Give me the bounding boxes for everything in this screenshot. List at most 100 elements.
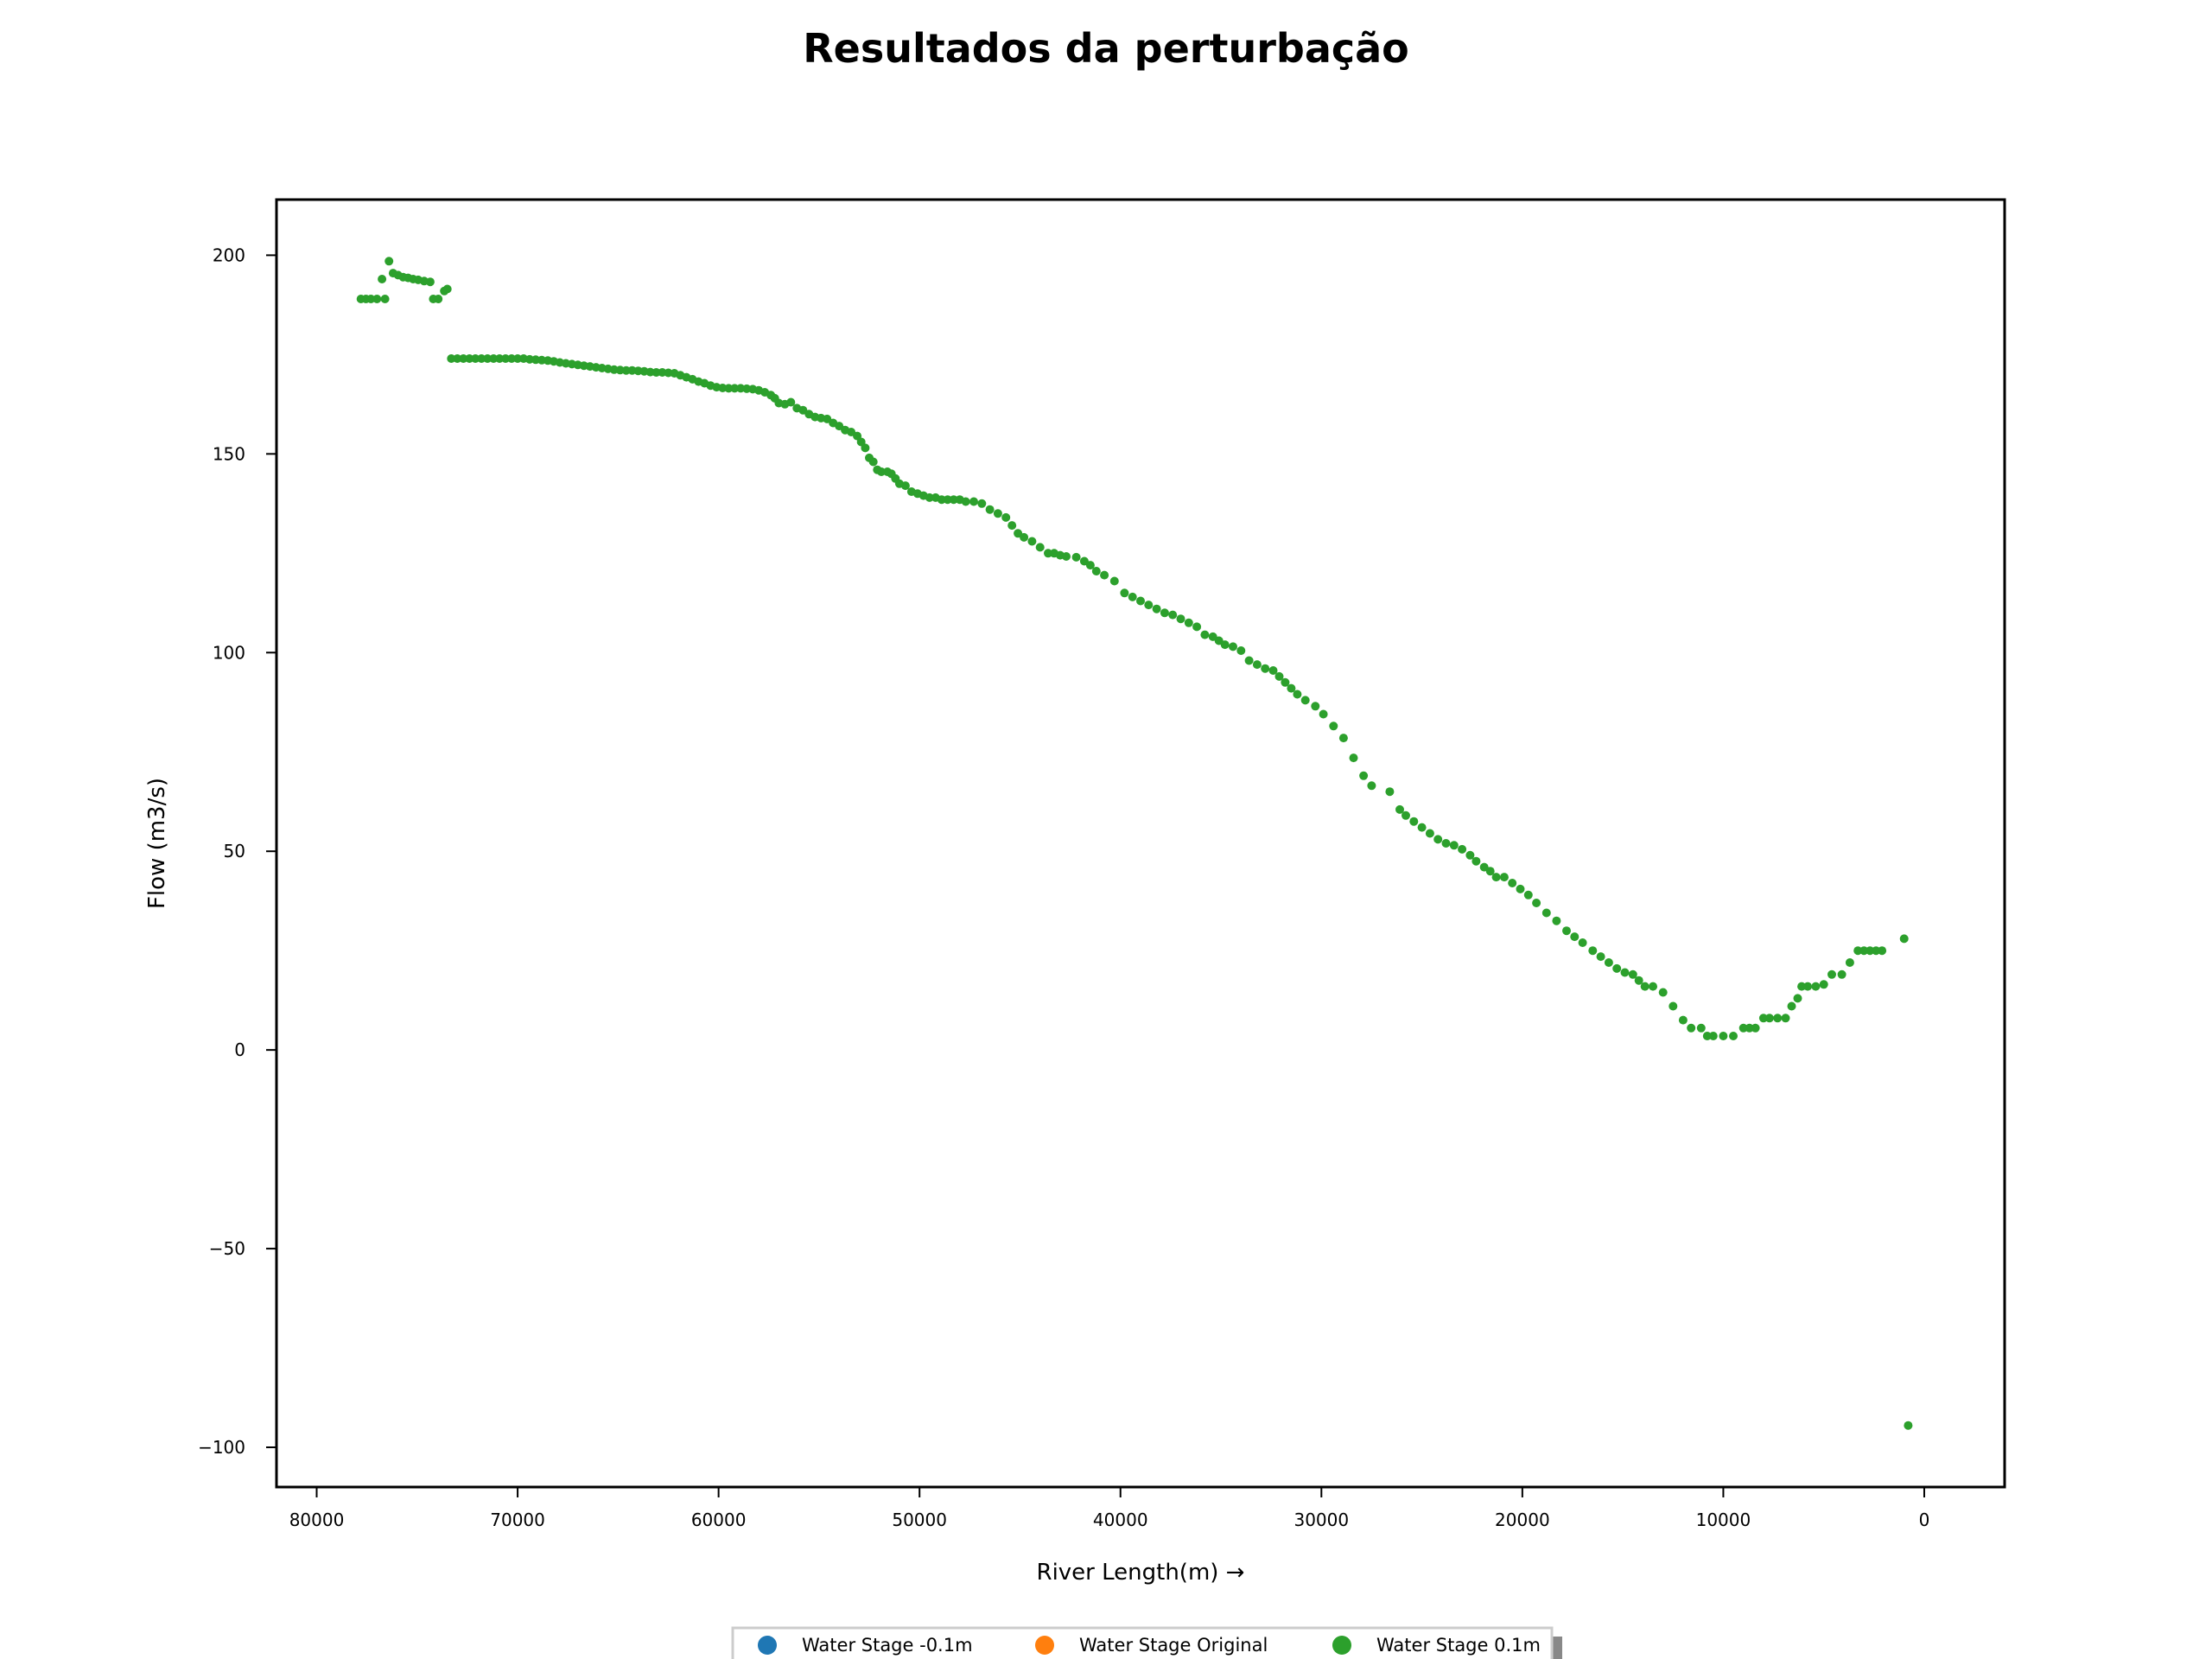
data-point xyxy=(1293,690,1302,699)
data-point xyxy=(1485,867,1495,876)
data-point xyxy=(977,499,987,508)
y-tick-label: −100 xyxy=(198,1437,245,1458)
data-point xyxy=(442,284,452,294)
data-point xyxy=(1261,664,1270,673)
data-point xyxy=(385,257,394,266)
data-point xyxy=(1499,873,1509,882)
y-axis-label: Flow (m3/s) xyxy=(144,778,170,909)
data-point xyxy=(943,495,952,505)
data-point xyxy=(489,354,499,363)
data-point xyxy=(1120,588,1129,598)
data-point xyxy=(1562,926,1571,936)
data-point xyxy=(1184,618,1193,627)
data-point xyxy=(1020,532,1029,542)
data-point xyxy=(1311,702,1320,711)
data-point xyxy=(1349,753,1358,763)
data-point xyxy=(477,354,486,363)
data-point xyxy=(1449,841,1459,850)
data-point xyxy=(1764,1014,1774,1023)
data-point xyxy=(1385,787,1395,797)
data-point xyxy=(1781,1014,1790,1023)
data-point xyxy=(1027,537,1037,546)
x-axis-label: River Length(m) → xyxy=(1037,1560,1245,1586)
x-tick-label: 80000 xyxy=(289,1510,345,1530)
data-point xyxy=(621,365,631,375)
data-point xyxy=(1287,683,1296,693)
data-point xyxy=(1708,1032,1718,1040)
y-tick-label: 0 xyxy=(234,1039,245,1060)
data-point xyxy=(1192,622,1202,632)
data-point xyxy=(1144,601,1154,610)
legend-marker xyxy=(1035,1636,1054,1655)
data-point xyxy=(1508,879,1517,887)
data-point xyxy=(1634,976,1643,985)
data-point xyxy=(453,354,462,363)
data-point xyxy=(1359,771,1369,780)
data-point xyxy=(1160,608,1169,618)
chart-title: Resultados da perturbação xyxy=(803,25,1409,72)
data-point xyxy=(425,277,435,287)
data-point xyxy=(1236,646,1246,655)
data-point xyxy=(1035,543,1045,552)
data-point xyxy=(1252,660,1262,670)
data-point xyxy=(1899,934,1909,944)
data-point xyxy=(1872,946,1881,956)
data-point xyxy=(447,354,456,363)
data-point xyxy=(1523,890,1533,899)
data-point xyxy=(1678,1015,1688,1025)
data-point xyxy=(1152,604,1161,613)
data-point xyxy=(1811,982,1821,991)
y-tick-label: 50 xyxy=(224,841,245,861)
data-point xyxy=(1696,1023,1706,1033)
data-point xyxy=(1604,958,1613,967)
x-tick-label: 20000 xyxy=(1495,1510,1550,1530)
data-point xyxy=(1409,817,1419,826)
data-point xyxy=(1837,969,1847,979)
data-point xyxy=(1745,1023,1754,1033)
data-point xyxy=(1044,549,1052,558)
data-point xyxy=(1465,850,1475,860)
data-point xyxy=(471,354,480,363)
data-point xyxy=(1702,1032,1712,1040)
data-point xyxy=(1100,570,1109,580)
data-point xyxy=(925,493,934,502)
data-point xyxy=(1827,969,1836,979)
data-point xyxy=(724,384,734,393)
data-point xyxy=(1669,1001,1678,1011)
data-point xyxy=(1220,640,1230,650)
legend-box xyxy=(731,1626,1554,1659)
data-point xyxy=(1417,823,1427,832)
data-point xyxy=(937,495,946,505)
data-point xyxy=(1541,908,1551,918)
data-point xyxy=(1588,946,1598,956)
data-point xyxy=(483,354,493,363)
data-point xyxy=(861,443,870,453)
data-point xyxy=(652,368,661,377)
data-point xyxy=(1640,982,1649,991)
data-points xyxy=(356,257,1913,1430)
data-point xyxy=(1620,968,1630,977)
data-point xyxy=(501,354,511,363)
x-tick-label: 50000 xyxy=(892,1510,947,1530)
data-point xyxy=(1729,1032,1738,1040)
data-point xyxy=(1471,856,1481,866)
data-point xyxy=(961,497,970,506)
data-point xyxy=(1441,839,1451,848)
data-point xyxy=(868,457,878,467)
data-point xyxy=(1329,721,1338,731)
data-point xyxy=(1001,512,1011,522)
data-point xyxy=(1433,835,1443,844)
data-point xyxy=(1091,567,1101,575)
data-point xyxy=(1229,642,1237,652)
data-point xyxy=(495,354,505,363)
data-point xyxy=(985,505,995,514)
data-point xyxy=(1367,781,1376,791)
data-point xyxy=(1845,958,1854,967)
data-point xyxy=(1200,630,1210,639)
data-point xyxy=(1687,1023,1696,1033)
data-point xyxy=(1803,982,1813,991)
data-point xyxy=(1797,982,1807,991)
legend: Water Stage -0.1m Water Stage Original Wat… xyxy=(731,1626,1562,1659)
y-tick-label: 100 xyxy=(213,642,245,663)
